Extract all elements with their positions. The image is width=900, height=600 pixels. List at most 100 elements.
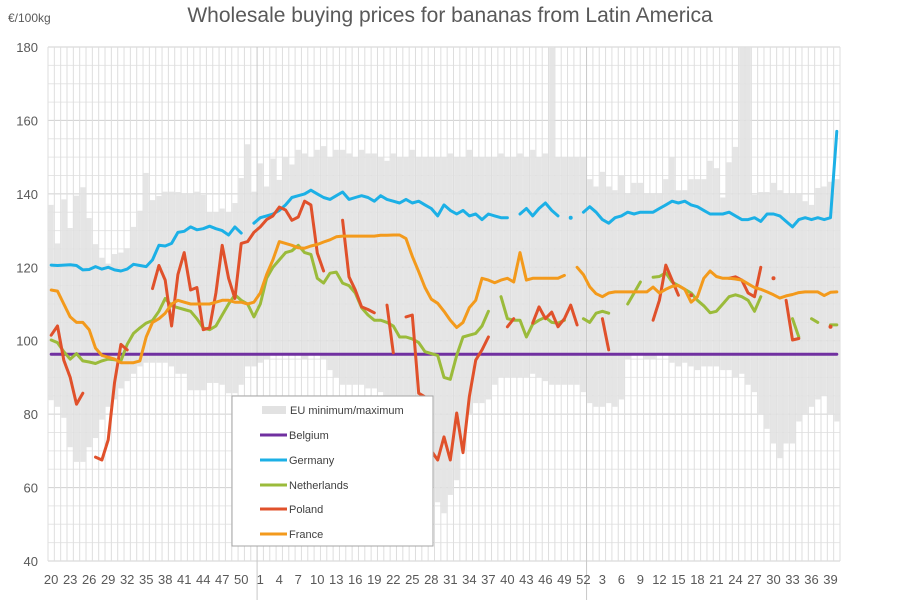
y-tick-label: 40: [24, 554, 38, 569]
eu-range-bar: [466, 149, 472, 415]
eu-range-bar: [688, 179, 694, 367]
x-tick-label: 32: [120, 572, 134, 587]
eu-range-bar: [295, 149, 301, 356]
x-tick-label: 16: [348, 572, 362, 587]
x-axis-ticks: 20 23 26 29 32 35 38 41 44 47 50 1 4 7 10 13 16 19 22 25 28 3…: [44, 572, 838, 587]
data-point: [771, 276, 776, 281]
x-tick-label: 28: [424, 572, 438, 587]
eu-range-bar: [187, 193, 194, 391]
eu-range-bar: [321, 146, 327, 360]
eu-range-bar: [460, 157, 466, 451]
series-lines: [49, 129, 839, 462]
x-tick-label: 39: [823, 572, 837, 587]
series-line-segment: [505, 317, 516, 329]
series-line-segment: [575, 265, 839, 304]
x-tick-label: 7: [295, 572, 302, 587]
legend-label: Poland: [289, 504, 323, 516]
eu-range-bar: [454, 157, 460, 481]
x-tick-label: 35: [139, 572, 153, 587]
eu-range-bar: [796, 193, 802, 422]
eu-range-bar: [124, 248, 130, 382]
eu-range-bar: [802, 201, 808, 415]
series-line-segment: [385, 303, 395, 355]
legend: EU minimum/maximum Belgium Germany Netherla…: [231, 395, 434, 547]
series-line-segment: [151, 199, 326, 332]
eu-range-bar: [599, 171, 605, 407]
eu-range-bar: [549, 47, 555, 385]
eu-range-bar: [302, 153, 308, 360]
legend-label: Belgium: [289, 430, 329, 442]
data-point: [828, 324, 833, 329]
eu-range-bar: [593, 186, 599, 407]
x-tick-label: 50: [234, 572, 248, 587]
x-tick-label: 41: [177, 572, 191, 587]
eu-range-bar: [745, 47, 751, 385]
legend-item-belgium: Belgium: [260, 430, 329, 442]
eu-range-bar: [612, 190, 618, 407]
x-tick-label: 25: [405, 572, 419, 587]
x-tick-label: 23: [63, 572, 77, 587]
chart-title: Wholesale buying prices for bananas from…: [187, 4, 713, 27]
eu-range-bar: [435, 157, 441, 503]
legend-box: [231, 395, 434, 547]
eu-range-bar: [637, 182, 643, 356]
eu-range-bar: [568, 157, 574, 385]
eu-range-bar: [631, 182, 637, 356]
x-tick-label: 6: [618, 572, 625, 587]
x-tick-label: 33: [785, 572, 799, 587]
eu-range-bar: [200, 194, 206, 391]
series-line-segment: [784, 298, 801, 342]
data-point: [689, 293, 694, 298]
legend-label: Germany: [289, 455, 335, 467]
eu-range-bar: [333, 149, 339, 378]
eu-range-bar: [48, 204, 54, 401]
x-tick-label: 19: [367, 572, 381, 587]
eu-range-bar: [428, 157, 434, 488]
eu-range-bar: [504, 157, 510, 378]
x-tick-label: 38: [158, 572, 172, 587]
x-tick-label: 13: [329, 572, 343, 587]
eu-range-bar: [536, 157, 542, 378]
x-tick-label: 30: [766, 572, 780, 587]
y-tick-label: 140: [16, 187, 38, 202]
x-tick-label: 29: [101, 572, 115, 587]
eu-range-bar: [327, 157, 333, 371]
eu-range-bar: [523, 157, 529, 378]
y-axis-ticks: 40 60 80 100 120 140 160 180: [16, 40, 38, 569]
x-tick-label: 26: [82, 572, 96, 587]
eu-range-bar: [618, 175, 624, 400]
eu-range-bar: [105, 263, 111, 407]
eu-range-bar: [409, 149, 415, 400]
eu-range-bar: [219, 208, 225, 385]
eu-range-bar: [485, 157, 491, 400]
eu-range-bar: [118, 252, 124, 389]
eu-range-bar: [403, 157, 409, 396]
eu-range-bar: [181, 193, 187, 374]
eu-range-bar: [669, 157, 675, 363]
eu-range-bar: [378, 157, 384, 393]
eu-range-bar: [606, 186, 612, 404]
eu-range-bar: [441, 157, 447, 514]
eu-range-bar: [352, 157, 358, 385]
eu-range-bar: [713, 168, 720, 367]
series-line-segment: [581, 129, 839, 229]
legend-label: France: [289, 529, 323, 541]
series-line-segment: [518, 201, 560, 218]
x-tick-label: 18: [690, 572, 704, 587]
eu-range-bar: [99, 257, 105, 420]
eu-range-bar: [73, 195, 80, 462]
eu-range-bar: [720, 197, 726, 371]
eu-range-bar: [777, 190, 783, 459]
series-line-segment: [810, 317, 820, 324]
eu-range-bar: [473, 157, 479, 404]
eu-range-bar: [289, 164, 295, 356]
legend-item-eu-range: EU minimum/maximum: [262, 405, 404, 417]
x-tick-label: 20: [44, 572, 58, 587]
eu-range-bar: [492, 157, 498, 385]
x-tick-label: 24: [728, 572, 742, 587]
legend-item-france: France: [260, 529, 323, 541]
eu-range-bar: [276, 179, 282, 356]
series-line-segment: [341, 218, 376, 315]
series-line-segment: [404, 313, 490, 462]
series-line-segment: [531, 303, 579, 329]
